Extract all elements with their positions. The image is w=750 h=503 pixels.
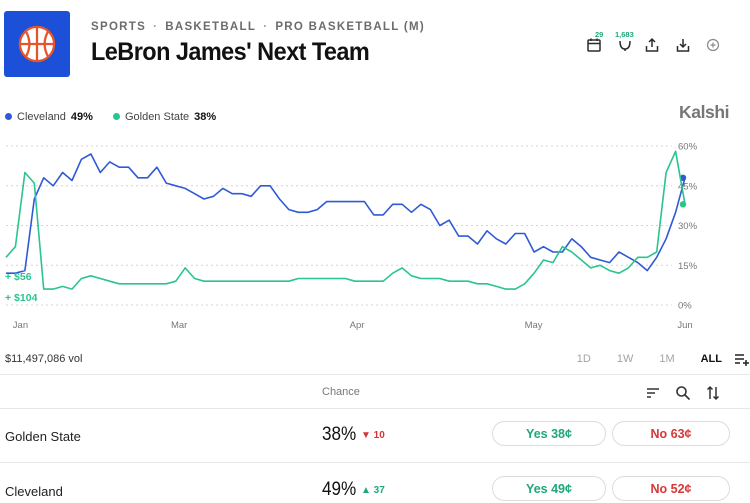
comments-count: 1,683 — [615, 30, 634, 39]
outcome-chance: 38% — [322, 424, 357, 445]
legend-item-golden-state[interactable]: Golden State 38% — [112, 111, 216, 123]
series-end-dot — [679, 174, 687, 181]
chance-column-header: Chance — [322, 386, 360, 398]
download-button[interactable] — [673, 32, 693, 58]
outcome-row-cleveland[interactable]: Cleveland 49% ▲ 37 Yes 49¢ No 52¢ — [0, 471, 750, 503]
chart-legend: Cleveland 49% Golden State 38% — [5, 111, 236, 123]
divider — [0, 374, 750, 375]
page-title: LeBron James' Next Team — [91, 38, 370, 66]
buy-yes-button[interactable]: Yes 38¢ — [492, 421, 606, 446]
x-tick-label: Jan — [13, 320, 28, 331]
reorder-icon[interactable] — [705, 385, 721, 401]
y-tick-label: 0% — [678, 301, 692, 312]
outcomes-header: Chance — [0, 385, 750, 401]
legend-dot — [112, 113, 120, 120]
gain-annotation: + $56 — [5, 271, 32, 283]
kalshi-logo: Kalshi — [679, 102, 730, 122]
share-icon — [645, 37, 659, 52]
buy-yes-button[interactable]: Yes 49¢ — [492, 476, 606, 501]
divider — [0, 462, 750, 463]
range-all[interactable]: ALL — [700, 353, 722, 365]
download-icon — [676, 39, 690, 52]
breadcrumb: SPORTS · BASKETBALL · PRO BASKETBALL (M) — [91, 21, 425, 33]
x-tick-label: May — [525, 320, 543, 331]
series-line-cleveland — [6, 153, 686, 274]
comments-button[interactable]: 1,683 — [615, 30, 635, 58]
x-tick-label: Mar — [171, 320, 187, 331]
y-tick-label: 60% — [678, 142, 698, 153]
series-line-golden-state — [5, 150, 686, 290]
outcome-change: ▼ 10 — [361, 430, 385, 441]
basketball-icon — [18, 25, 56, 63]
outcome-name: Cleveland — [5, 484, 63, 499]
add-circle-icon — [706, 38, 720, 52]
outcome-name: Golden State — [5, 429, 81, 444]
outcome-chance: 49% — [322, 479, 357, 500]
playlist-add-icon[interactable] — [734, 352, 750, 366]
range-1w[interactable]: 1W — [616, 353, 634, 365]
legend-item-cleveland[interactable]: Cleveland 49% — [5, 111, 93, 123]
search-icon[interactable] — [675, 385, 691, 401]
y-tick-label: 30% — [678, 221, 698, 232]
comment-icon — [619, 40, 631, 51]
breadcrumb-sports[interactable]: SPORTS — [91, 21, 147, 33]
volume-row: $11,497,086 vol 1D 1W 1M ALL — [5, 353, 750, 367]
volume-label: $11,497,086 vol — [5, 353, 83, 365]
share-button[interactable] — [642, 32, 662, 58]
market-logo — [4, 11, 70, 77]
price-chart[interactable]: 60% 45% 30% 15% 0% Jan Mar Apr May Jun + $56 + $104 — [0, 134, 750, 334]
breadcrumb-separator: · — [263, 21, 269, 33]
buy-no-button[interactable]: No 52¢ — [612, 476, 730, 501]
add-button[interactable] — [703, 32, 723, 58]
divider — [0, 408, 750, 409]
x-tick-label: Jun — [677, 320, 692, 331]
series-end-dot — [679, 201, 687, 208]
outcome-row-golden-state[interactable]: Golden State 38% ▼ 10 Yes 38¢ No 63¢ — [0, 416, 750, 456]
gain-annotation: + $104 — [5, 292, 38, 304]
breadcrumb-basketball[interactable]: BASKETBALL — [165, 21, 257, 33]
sort-icon[interactable] — [645, 385, 661, 401]
range-1d[interactable]: 1D — [576, 353, 591, 365]
buy-no-button[interactable]: No 63¢ — [612, 421, 730, 446]
calendar-icon — [587, 38, 601, 52]
x-tick-label: Apr — [350, 320, 365, 331]
calendar-count: 29 — [595, 30, 604, 39]
range-1m[interactable]: 1M — [659, 353, 675, 365]
y-tick-label: 45% — [678, 181, 698, 192]
breadcrumb-pro-basketball[interactable]: PRO BASKETBALL (M) — [275, 21, 426, 33]
legend-dot — [5, 113, 12, 120]
y-tick-label: 15% — [678, 261, 698, 272]
outcome-change: ▲ 37 — [361, 485, 385, 496]
time-range-selector: 1D 1W 1M ALL — [551, 353, 722, 365]
calendar-button[interactable]: 29 — [584, 30, 604, 58]
breadcrumb-separator: · — [153, 21, 159, 33]
